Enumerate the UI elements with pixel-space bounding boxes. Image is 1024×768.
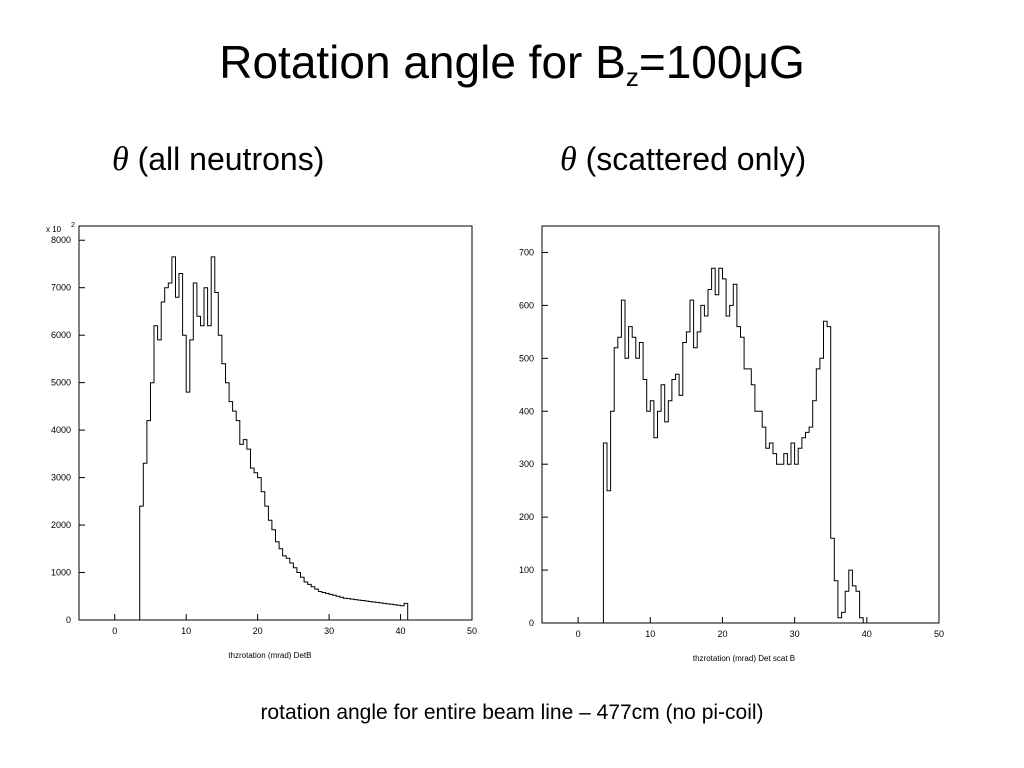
y-tick-label: 4000 [51,425,71,435]
x-tick-label: 30 [790,629,800,639]
x-tick-label: 40 [396,626,406,636]
y-tick-label: 1000 [51,568,71,578]
plot-frame [78,225,473,621]
y-tick-label: 3000 [51,473,71,483]
x-axis-label: thzrotation (mrad) DetB [228,651,311,660]
y-tick-label: 0 [529,618,534,628]
y-tick-label: 7000 [51,283,71,293]
slide-caption: rotation angle for entire beam line – 47… [260,701,764,724]
x-tick-label: 10 [181,626,191,636]
theta-symbol-right: θ [560,141,577,178]
histogram-step-line [542,267,939,624]
title-subscript: z [625,62,639,92]
plot-frame [541,225,940,624]
histogram-all-neutrons: 0 1000 2000 3000 4000 5000 6000 7000 8000 0 10 20 30… [46,222,477,660]
y-tick-label: 700 [519,247,534,257]
y-tick-label: 6000 [51,330,71,340]
title-mu-symbol: μ [742,36,769,88]
y-tick-label: 8000 [51,235,71,245]
y-tick-label: 300 [519,459,534,469]
x-tick-label: 20 [717,629,727,639]
histogram-scattered-only: 0 100 200 300 400 500 600 700 0 10 20 30 40 50 thzrota… [519,225,944,663]
y-tick-label: 400 [519,406,534,416]
panel-right-text: (scattered only) [585,141,807,177]
x-tick-label: 0 [112,626,117,636]
x-axis-label: thzrotation (mrad) Det scat B [693,654,795,663]
y-tick-label: 100 [519,565,534,575]
theta-symbol-left: θ [112,141,129,178]
y-tick-label: 600 [519,300,534,310]
x-tick-label: 50 [467,626,477,636]
panel-label-all-neutrons: θ (all neutrons) [112,136,324,182]
title-end: G [768,36,805,88]
panel-left-text: (all neutrons) [137,141,325,177]
title-main: Rotation angle for B [219,36,626,88]
y-tick-label: 0 [66,615,71,625]
x-tick-label: 30 [324,626,334,636]
y-tick-label: 2000 [51,520,71,530]
x-tick-label: 10 [645,629,655,639]
x-tick-label: 0 [576,629,581,639]
x-tick-label: 20 [253,626,263,636]
y-tick-label: 500 [519,353,534,363]
x-tick-label: 40 [862,629,872,639]
y-tick-label: 5000 [51,378,71,388]
histogram-step-line [79,256,472,621]
y-multiplier-exponent: 2 [71,222,75,229]
y-tick-label: 200 [519,512,534,522]
x-tick-label: 50 [934,629,944,639]
title-rest: =100 [638,36,743,88]
slide-title: Rotation angle for Bz=100μG [0,32,1024,107]
y-multiplier-label: x 10 [46,225,62,234]
panel-label-scattered-only: θ (scattered only) [560,136,806,182]
